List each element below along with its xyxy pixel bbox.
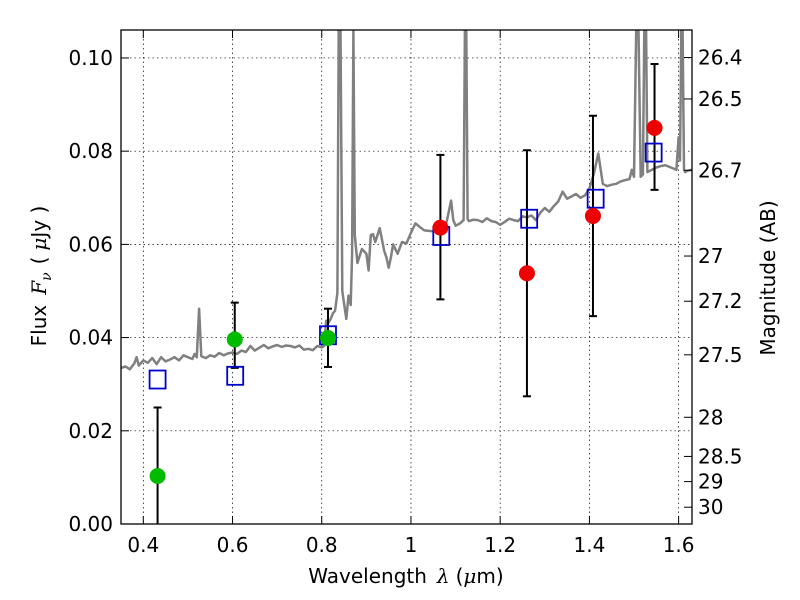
x-tick-label: 0.4 [127, 533, 159, 557]
y-tick-label: 0.04 [68, 326, 113, 350]
y2-tick-label: 27.5 [698, 343, 743, 367]
y2-axis-label: Magnitude (AB) [756, 200, 780, 355]
detection-points [149, 119, 663, 484]
y2-tick-label: 27 [698, 244, 723, 268]
green-dot [149, 467, 166, 484]
y2-tick-label: 26.5 [698, 87, 743, 111]
y2-tick-label: 26.4 [698, 45, 743, 69]
y-tick-label: 0.06 [68, 232, 113, 256]
red-dot [432, 219, 449, 236]
green-dot [226, 331, 243, 348]
model-square [586, 188, 605, 209]
y2-tick-label: 27.2 [698, 289, 743, 313]
x-tick-label: 1.6 [663, 533, 695, 557]
red-dot [518, 265, 535, 282]
x-tick-label: 0.8 [306, 533, 338, 557]
x-tick-label: 1.4 [573, 533, 605, 557]
plot-content [121, 30, 692, 524]
y-tick-label: 0.08 [68, 139, 113, 163]
green-dot [319, 330, 336, 347]
plot-frame [120, 29, 693, 525]
spectrum-line [121, 30, 692, 371]
axis-ticks [121, 30, 692, 525]
red-dot [646, 119, 663, 136]
model-square [520, 208, 539, 229]
y2-tick-label: 26.7 [698, 158, 743, 182]
y-tick-label: 0.00 [68, 512, 113, 536]
x-tick-label: 1 [405, 533, 418, 557]
x-axis-label: Wavelength λ (μm) [308, 564, 503, 588]
y2-tick-label: 28 [698, 405, 723, 429]
y2-tick-label: 30 [698, 495, 723, 519]
y2-tick-label: 28.5 [698, 444, 743, 468]
x-tick-label: 0.6 [217, 533, 249, 557]
x-tick-label: 1.2 [484, 533, 516, 557]
red-dot [584, 207, 601, 224]
model-square [226, 365, 245, 386]
y-tick-label: 0.02 [68, 419, 113, 443]
model-square [148, 369, 167, 390]
y-tick-label: 0.10 [68, 46, 113, 70]
model-square [644, 142, 663, 163]
y-axis-label: FluxFν(μJy ) [27, 206, 55, 347]
y2-tick-label: 29 [698, 470, 723, 494]
